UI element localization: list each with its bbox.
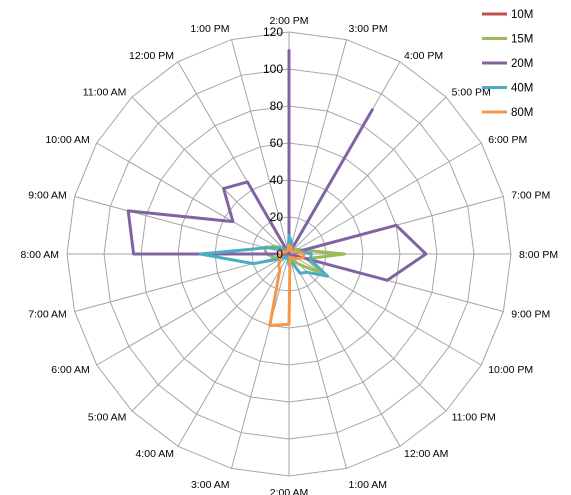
category-label: 1:00 AM <box>349 479 388 491</box>
category-label: 4:00 PM <box>404 50 443 62</box>
series-line-40M <box>198 234 329 278</box>
category-label: 8:00 AM <box>20 249 59 261</box>
category-label: 6:00 PM <box>488 134 527 146</box>
category-label: 1:00 PM <box>190 23 229 35</box>
radial-tick-label: 20 <box>270 210 284 224</box>
radial-tick-labels: 0 20 40 60 80 100 120 <box>263 25 283 261</box>
series-lines <box>126 49 428 327</box>
category-label: 7:00 PM <box>511 190 550 202</box>
legend-label: 10M <box>511 9 533 21</box>
grid-spoke <box>131 96 290 255</box>
category-label: 3:00 AM <box>191 479 230 491</box>
grid-spoke <box>231 253 290 469</box>
category-label: 11:00 PM <box>452 412 496 424</box>
radial-tick-label: 0 <box>276 247 283 261</box>
radial-tick-label: 120 <box>263 25 283 39</box>
category-label: 4:00 AM <box>135 448 174 460</box>
category-labels: 2:00 PM 3:00 PM 4:00 PM 5:00 PM 6:00 PM 7:00 … <box>20 15 558 495</box>
legend: 10M 15M 20M 40M 80M <box>482 9 533 119</box>
series-line-20M <box>126 49 428 282</box>
category-label: 8:00 PM <box>519 249 558 261</box>
legend-label: 20M <box>511 58 533 70</box>
grid-spoke <box>177 253 290 447</box>
category-label: 2:00 PM <box>269 15 308 27</box>
grid-spoke <box>288 39 347 255</box>
category-label: 2:00 AM <box>270 487 309 495</box>
legend-label: 15M <box>511 34 533 46</box>
grid-spoke <box>288 142 482 255</box>
grid-spoke <box>74 196 290 255</box>
series-line-80M <box>268 243 306 327</box>
legend-label: 40M <box>511 83 533 95</box>
grid-spoke <box>288 253 447 412</box>
radial-tick-label: 40 <box>270 173 284 187</box>
radial-tick-label: 60 <box>270 136 284 150</box>
grid-spoke <box>231 39 290 255</box>
grid-spoke <box>288 253 401 447</box>
category-label: 3:00 PM <box>349 23 388 35</box>
radial-tick-label: 80 <box>270 99 284 113</box>
radial-tick-label: 100 <box>263 62 283 76</box>
category-label: 7:00 AM <box>28 309 67 321</box>
category-label: 5:00 PM <box>452 86 491 98</box>
category-label: 5:00 AM <box>88 412 127 424</box>
grid-spoke <box>288 96 447 255</box>
category-label: 11:00 AM <box>83 86 127 98</box>
category-label: 6:00 AM <box>51 364 90 376</box>
category-label: 9:00 AM <box>28 190 67 202</box>
category-label: 10:00 AM <box>45 134 89 146</box>
grid-spoke <box>288 253 347 469</box>
category-label: 10:00 PM <box>488 364 533 376</box>
grid-spoke <box>96 253 290 366</box>
grid-spoke <box>131 253 290 412</box>
category-label: 12:00 AM <box>404 448 448 460</box>
category-label: 12:00 PM <box>129 50 174 62</box>
grid-spoke <box>96 142 290 255</box>
legend-label: 80M <box>511 107 533 119</box>
category-label: 9:00 PM <box>511 309 550 321</box>
